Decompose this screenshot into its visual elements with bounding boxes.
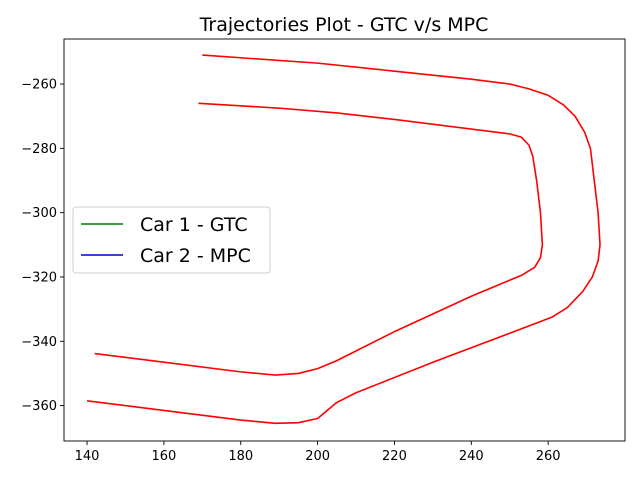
plot-lines — [86, 54, 601, 425]
y-tick-label: −360 — [21, 399, 57, 414]
x-tick-label: 160 — [151, 449, 176, 464]
x-tick-label: 180 — [228, 449, 253, 464]
trajectory-line-1 — [86, 54, 601, 425]
y-tick-label: −280 — [21, 142, 57, 157]
x-tick-label: 200 — [305, 449, 330, 464]
y-tick-label: −320 — [21, 270, 57, 285]
plot-frame — [63, 38, 626, 442]
legend: Car 1 - GTC Car 2 - MPC — [72, 206, 271, 274]
axes: 140 160 180 200 220 240 260 −260 −280 −300 −320 −34… — [21, 38, 626, 464]
y-tick-label: −300 — [21, 206, 57, 221]
trajectory-line-2 — [94, 102, 544, 376]
legend-label-2: Car 2 - MPC — [140, 245, 251, 267]
x-tick-label: 140 — [75, 449, 100, 464]
chart-title: Trajectories Plot - GTC v/s MPC — [199, 14, 489, 36]
x-tick-label: 220 — [382, 449, 407, 464]
y-tick-label: −260 — [21, 78, 57, 93]
legend-label-1: Car 1 - GTC — [140, 214, 248, 236]
x-tick-label: 240 — [459, 449, 484, 464]
x-tick-label: 260 — [536, 449, 561, 464]
y-tick-label: −340 — [21, 335, 57, 350]
